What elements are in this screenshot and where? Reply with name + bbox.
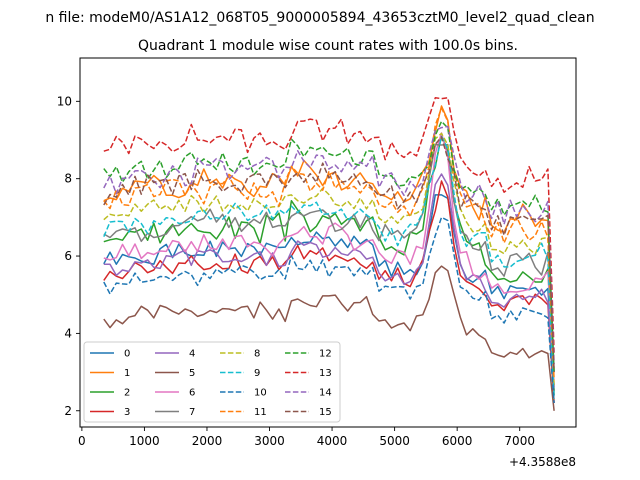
series-line-1 (103, 105, 555, 388)
legend-label-14: 14 (319, 388, 332, 399)
legend-label-2: 2 (124, 388, 130, 399)
x-tick-label-3000: 3000 (254, 434, 285, 448)
series-line-13 (103, 97, 555, 353)
y-tick-label-2: 2 (64, 404, 72, 418)
series-line-11 (103, 107, 555, 380)
figure-suptitle: n file: modeM0/AS1A12_068T05_9000005894_… (45, 10, 594, 26)
series-line-5 (103, 265, 555, 411)
plot-area: 0 1000 2000 3000 4000 5000 6000 700024681001234… (57, 57, 577, 448)
y-tick-label-6: 6 (64, 249, 72, 263)
y-tick-label-10: 10 (57, 94, 72, 108)
axes-frame (79, 57, 577, 428)
legend-label-15: 15 (319, 407, 332, 418)
x-tick-label-5000: 5000 (379, 434, 410, 448)
series-lines (103, 97, 555, 411)
x-tick-label-7000: 7000 (504, 434, 535, 448)
x-offset-label: +4.3588e8 (509, 455, 576, 469)
series-line-15 (103, 136, 555, 373)
y-tick-label-4: 4 (64, 326, 72, 340)
legend-label-12: 12 (319, 349, 332, 360)
series-line-2 (103, 133, 555, 396)
x-tick-label-2000: 2000 (192, 434, 223, 448)
series-line-9 (103, 135, 555, 400)
series-line-14 (103, 125, 555, 365)
legend-label-1: 1 (124, 368, 130, 379)
series-line-12 (103, 120, 555, 373)
x-tick-label-1000: 1000 (129, 434, 160, 448)
legend-label-3: 3 (124, 407, 130, 418)
series-line-10 (103, 216, 555, 404)
x-tick-label-6000: 6000 (442, 434, 473, 448)
series-line-4 (103, 173, 555, 388)
legend-label-6: 6 (189, 388, 195, 399)
series-line-7 (103, 143, 555, 373)
legend-label-4: 4 (189, 349, 195, 360)
series-line-6 (103, 132, 555, 388)
x-tick-label-0: 0 (78, 434, 86, 448)
x-tick-label-4000: 4000 (317, 434, 348, 448)
legend-label-7: 7 (189, 407, 195, 418)
chart-title: Quadrant 1 module wise count rates with … (138, 38, 518, 54)
legend-box (83, 341, 341, 423)
legend-label-9: 9 (254, 368, 260, 379)
series-line-8 (103, 132, 555, 388)
legend-label-5: 5 (189, 368, 195, 379)
series-line-3 (103, 180, 555, 404)
legend-label-11: 11 (254, 407, 267, 418)
y-tick-label-8: 8 (64, 172, 72, 186)
legend-label-10: 10 (254, 388, 267, 399)
legend-label-0: 0 (124, 349, 130, 360)
legend-label-13: 13 (319, 368, 332, 379)
legend-label-8: 8 (254, 349, 260, 360)
